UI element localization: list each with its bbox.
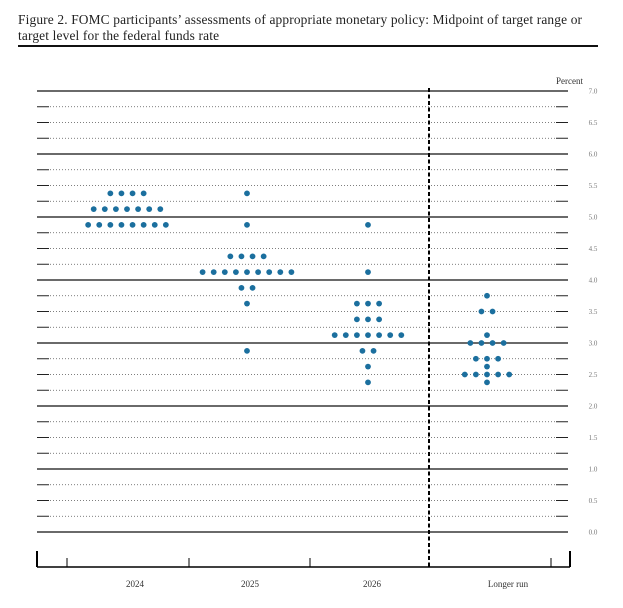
y-tick-label: 2.0	[589, 403, 598, 411]
dot-2024	[157, 206, 164, 213]
dot-longer-run	[484, 363, 490, 370]
dot-2026	[359, 347, 366, 354]
dot-2026	[365, 379, 371, 386]
dot-2026	[387, 332, 394, 339]
y-tick-label: 2.5	[589, 371, 598, 379]
y-tick-label: 4.0	[589, 277, 598, 285]
y-axis-label: Percent	[556, 76, 583, 86]
dot-2024	[118, 221, 125, 228]
dot-longer-run	[473, 371, 479, 378]
dot-2026	[365, 300, 371, 307]
dot-2026	[398, 332, 405, 339]
dot-2025	[233, 269, 239, 276]
dot-2025	[238, 253, 245, 260]
dot-longer-run	[484, 355, 490, 362]
dot-2024	[129, 221, 136, 228]
dot-2024	[151, 221, 158, 228]
dot-2026	[376, 332, 382, 339]
y-tick-label: 0.5	[589, 497, 598, 505]
dot-longer-run	[489, 308, 496, 315]
dot-longer-run	[495, 355, 501, 362]
dot-2026	[342, 332, 349, 339]
title-rule	[18, 45, 598, 47]
y-tick-label: 1.5	[589, 434, 598, 442]
y-tick-label: 3.5	[589, 308, 598, 316]
dot-2025	[227, 253, 234, 260]
dot-longer-run	[467, 340, 474, 346]
dot-2026	[365, 316, 371, 323]
dot-longer-run	[506, 371, 513, 378]
dot-2026	[365, 363, 371, 370]
dot-2024	[90, 206, 97, 213]
x-tick-label: Longer run	[488, 579, 529, 589]
dot-longer-run	[461, 371, 468, 378]
dot-2025	[249, 253, 256, 260]
dot-2026	[376, 316, 382, 323]
dot-2025	[221, 269, 228, 276]
dot-2025	[260, 253, 267, 260]
dot-longer-run	[495, 371, 501, 378]
dot-2025	[255, 269, 261, 276]
dot-2024	[140, 190, 147, 197]
dot-2026	[331, 332, 338, 339]
dot-longer-run	[484, 379, 490, 386]
dot-longer-run	[478, 340, 485, 346]
dot-2025	[244, 269, 250, 276]
dot-longer-run	[489, 340, 496, 346]
dot-longer-run	[484, 371, 490, 378]
y-tick-label: 4.5	[589, 245, 598, 253]
y-tick-label: 6.0	[589, 151, 598, 159]
dot-2025	[266, 269, 273, 276]
dot-2024	[140, 221, 147, 228]
y-tick-label: 0.0	[589, 529, 598, 537]
dot-2024	[96, 221, 103, 228]
dot-2024	[146, 206, 153, 213]
dot-2025	[244, 221, 250, 228]
dot-2025	[210, 269, 217, 276]
x-tick-label: 2025	[241, 579, 260, 589]
dot-2024	[113, 206, 119, 213]
dot-longer-run	[484, 292, 490, 299]
dot-2024	[162, 221, 169, 228]
y-tick-label: 5.5	[589, 182, 598, 190]
dot-2025	[199, 269, 206, 276]
dot-2025	[249, 284, 256, 291]
dot-2024	[135, 206, 142, 213]
dot-2026	[365, 221, 371, 228]
dot-2026	[354, 316, 360, 323]
dot-2026	[370, 347, 377, 354]
dot-2024	[107, 190, 114, 197]
dot-2025	[244, 347, 250, 354]
dot-2026	[376, 300, 382, 307]
dot-longer-run	[500, 340, 507, 346]
dot-2026	[354, 332, 360, 339]
dot-2026	[354, 300, 360, 307]
y-tick-label: 5.0	[589, 214, 598, 222]
figure-title: Figure 2. FOMC participants’ assessments…	[18, 12, 583, 43]
y-tick-label: 6.5	[589, 119, 598, 127]
dot-longer-run	[484, 332, 490, 339]
dot-2026	[365, 332, 371, 339]
dot-2025	[244, 300, 250, 307]
y-tick-label: 3.0	[589, 340, 598, 348]
dot-2024	[118, 190, 125, 197]
dot-longer-run	[473, 355, 479, 362]
dot-2024	[85, 221, 92, 228]
dot-2025	[288, 269, 295, 276]
x-tick-label: 2024	[126, 579, 145, 589]
dot-2025	[244, 190, 250, 197]
dot-2025	[277, 269, 284, 276]
dot-2025	[238, 284, 245, 291]
dot-longer-run	[478, 308, 485, 315]
dot-2024	[107, 221, 114, 228]
x-tick-label: 2026	[363, 579, 382, 589]
dot-2024	[124, 206, 130, 213]
dot-2024	[101, 206, 108, 213]
y-tick-label: 7.0	[589, 88, 598, 96]
y-tick-label: 1.0	[589, 466, 598, 474]
dot-2026	[365, 269, 371, 276]
dot-2024	[129, 190, 136, 197]
